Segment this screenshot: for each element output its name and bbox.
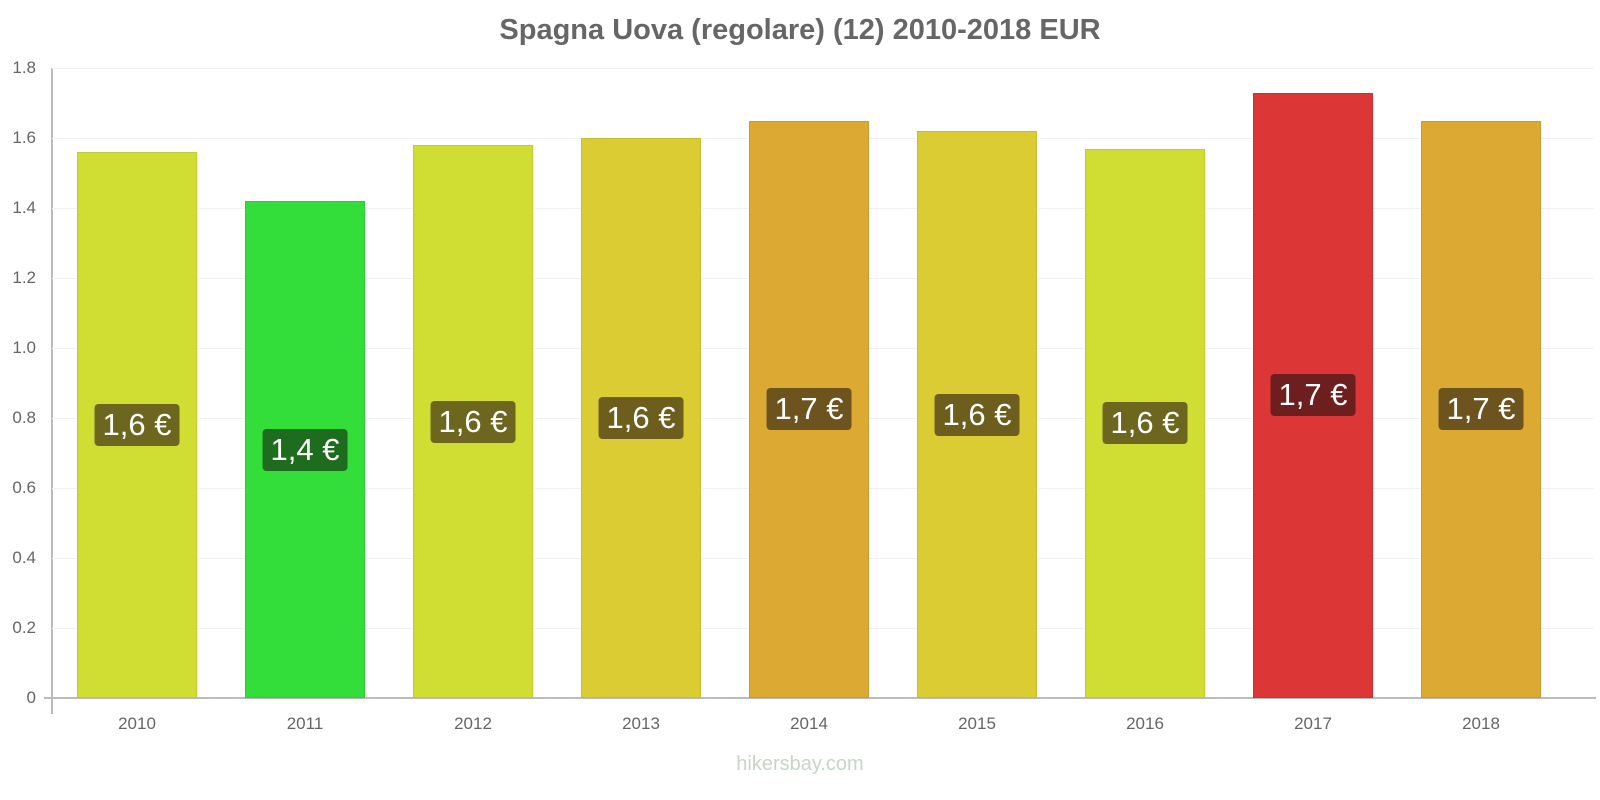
x-tick-label: 2010 <box>118 714 156 733</box>
x-tick-label: 2011 <box>286 714 324 733</box>
y-tick-label: 1.2 <box>12 268 36 287</box>
x-tick-label: 2017 <box>1294 714 1332 733</box>
data-label: 1,6 € <box>934 393 1020 436</box>
y-tick-label: 0.6 <box>12 478 36 497</box>
x-tick-label: 2014 <box>790 714 828 733</box>
y-tick-label: 1.0 <box>12 338 36 357</box>
y-tick-label: 0.4 <box>12 548 36 567</box>
data-label: 1,4 € <box>262 428 348 471</box>
x-tick-label: 2012 <box>454 714 492 733</box>
data-label: 1,6 € <box>598 397 684 439</box>
gridline <box>52 68 1594 69</box>
y-tick-label: 0 <box>26 688 36 707</box>
data-label: 1,7 € <box>1270 374 1356 417</box>
y-tick-label: 0.2 <box>12 618 36 637</box>
watermark: hikersbay.com <box>736 753 864 775</box>
y-tick-label: 1.8 <box>12 58 36 77</box>
data-label: 1,7 € <box>1438 388 1524 431</box>
y-axis <box>51 68 53 714</box>
data-label: 1,6 € <box>1102 402 1188 445</box>
data-label: 1,6 € <box>94 404 180 446</box>
data-label: 1,6 € <box>430 400 516 443</box>
chart-title: Spagna Uova (regolare) (12) 2010-2018 EU… <box>499 14 1101 46</box>
y-tick-label: 1.6 <box>12 128 36 147</box>
x-axis <box>44 697 1596 699</box>
x-tick-label: 2013 <box>622 714 660 733</box>
y-tick-label: 0.8 <box>12 408 36 427</box>
y-tick-label: 1.4 <box>12 198 36 217</box>
x-tick-label: 2018 <box>1462 714 1500 733</box>
data-label: 1,7 € <box>766 388 852 431</box>
x-tick-label: 2016 <box>1126 714 1164 733</box>
x-tick-label: 2015 <box>958 714 996 733</box>
